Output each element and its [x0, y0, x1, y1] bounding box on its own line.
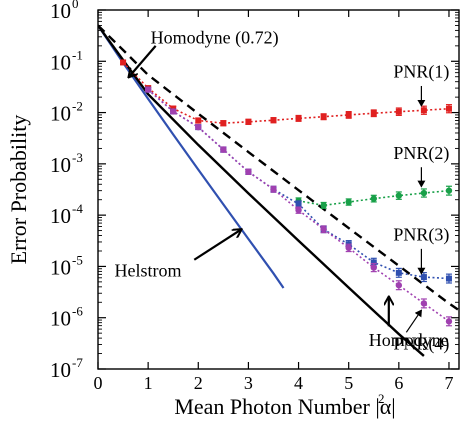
y-tick-exponent: 0 [72, 0, 79, 11]
y-tick-exponent: -1 [72, 47, 83, 62]
x-tick-label: 6 [394, 373, 403, 393]
y-tick-label: 10 [50, 50, 71, 74]
y-axis-title: Error Probability [6, 115, 31, 265]
y-tick-exponent: -3 [72, 150, 83, 165]
plot-frame [97, 9, 460, 370]
data-point [195, 117, 202, 124]
y-tick-label: 10 [50, 204, 71, 228]
data-point [395, 108, 402, 115]
fit-line-3 [122, 61, 450, 125]
data-point [445, 187, 453, 194]
y-tick-exponent: -2 [72, 99, 83, 114]
y-tick-label: 10 [50, 0, 71, 23]
data-point [295, 200, 302, 207]
y-tick-exponent: -7 [72, 355, 83, 370]
data-point [420, 107, 427, 114]
y-tick-exponent: -5 [72, 252, 83, 267]
x-axis-title-exponent: 2 [378, 391, 385, 406]
annotation-arrow [405, 309, 422, 333]
y-tick-label: 10 [50, 255, 71, 279]
annotations: Homodyne (0.72) Helstrom Homodyne PNR(1) PNR… [115, 28, 450, 355]
data-point [220, 120, 227, 127]
y-tick-exponent: -6 [72, 304, 83, 319]
y-tick-exponent: -4 [72, 201, 83, 216]
data-point [220, 146, 227, 153]
y-tick-label: 10 [50, 102, 71, 126]
data-point [420, 189, 428, 197]
data-point [144, 86, 152, 93]
data-point [420, 300, 428, 307]
data-point [270, 117, 277, 124]
data-point [170, 108, 177, 115]
y-tick-label: 10 [50, 307, 71, 331]
annotation-label: Homodyne [369, 330, 449, 350]
data-point [320, 113, 327, 120]
annotation-arrow [129, 45, 157, 77]
data-point [345, 244, 352, 252]
data-point [445, 318, 453, 325]
x-tick-label: 2 [194, 373, 203, 393]
data-point [395, 269, 402, 276]
data-point [295, 115, 302, 122]
theory-curve-1 [98, 24, 425, 357]
data-point [195, 123, 202, 131]
y-tick-label: 10 [50, 358, 71, 382]
data-point [295, 206, 302, 214]
data-point [445, 275, 452, 282]
x-tick-label: 7 [444, 373, 453, 393]
data-point [420, 274, 427, 281]
data-point [370, 195, 377, 202]
data-point [370, 264, 377, 271]
data-point [345, 198, 352, 206]
annotation-label: PNR(3) [393, 225, 449, 246]
data-point [245, 118, 252, 125]
x-tick-label: 0 [94, 373, 103, 393]
data-point [370, 110, 377, 117]
data-point [395, 192, 403, 199]
annotation-label: PNR(2) [393, 143, 449, 164]
y-axis-title-group: Error Probability [6, 115, 31, 265]
annotation-arrow [193, 230, 241, 261]
x-tick-label: 5 [344, 373, 353, 393]
annotation-label: PNR(1) [393, 62, 449, 83]
data-point [320, 202, 327, 209]
x-tick-label: 4 [294, 373, 303, 393]
data-point [445, 105, 452, 112]
data-point [395, 282, 403, 289]
x-axis-title: Mean Photon Number |α| [174, 394, 395, 419]
data-point [370, 259, 377, 266]
y-tick-label: 10 [50, 153, 71, 177]
annotation-label: Helstrom [115, 261, 182, 281]
data-point [245, 168, 252, 176]
data-point [270, 186, 277, 193]
theory-curve-2 [98, 24, 459, 312]
x-tick-label: 3 [244, 373, 253, 393]
data-point [345, 111, 352, 118]
annotation-label: PNR(4) [393, 334, 449, 355]
annotation-label: Homodyne (0.72) [151, 28, 279, 49]
data-point [320, 226, 327, 233]
data-point [120, 59, 127, 66]
x-axis-title-group: Mean Photon Number |α|2 [174, 391, 395, 419]
x-tick-label: 1 [144, 373, 153, 393]
